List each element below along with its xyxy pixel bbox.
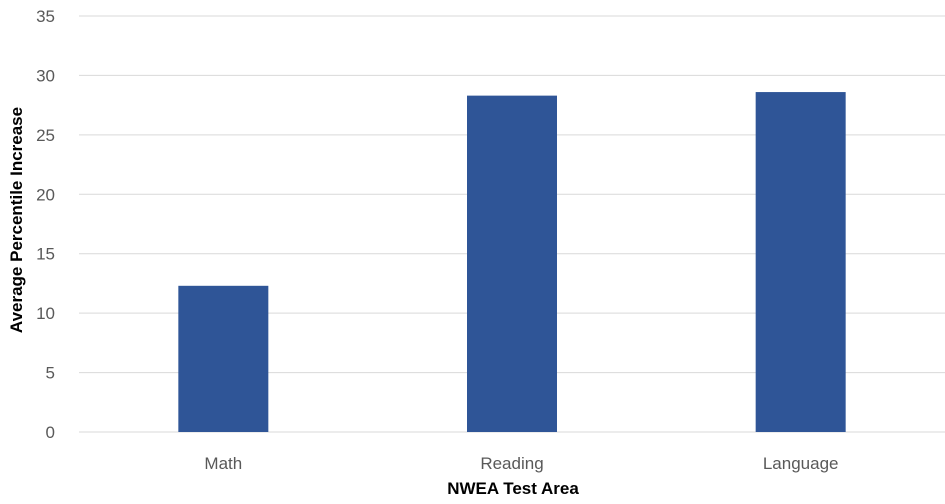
y-tick-label: 20 — [36, 185, 55, 204]
y-tick-label: 5 — [46, 364, 55, 383]
x-tick-label-reading: Reading — [480, 454, 543, 473]
bar-reading — [467, 95, 557, 433]
y-tick-label: 10 — [36, 304, 55, 323]
y-axis-title: Average Percentile Increase — [7, 107, 26, 333]
y-tick-label: 25 — [36, 126, 55, 145]
y-tick-label: 35 — [36, 7, 55, 26]
bar-language — [755, 92, 846, 432]
y-tick-label: 0 — [46, 423, 55, 442]
y-tick-label: 30 — [36, 66, 55, 85]
x-tick-label-language: Language — [763, 454, 839, 473]
bars — [178, 92, 846, 433]
x-tick-label-math: Math — [204, 454, 242, 473]
bar-math — [178, 285, 269, 432]
x-axis-title: NWEA Test Area — [447, 479, 579, 498]
y-axis-tick-labels: 0 5 10 15 20 25 30 35 — [36, 7, 55, 442]
y-tick-label: 15 — [36, 245, 55, 264]
x-axis-tick-labels: Math Reading Language — [204, 454, 838, 473]
